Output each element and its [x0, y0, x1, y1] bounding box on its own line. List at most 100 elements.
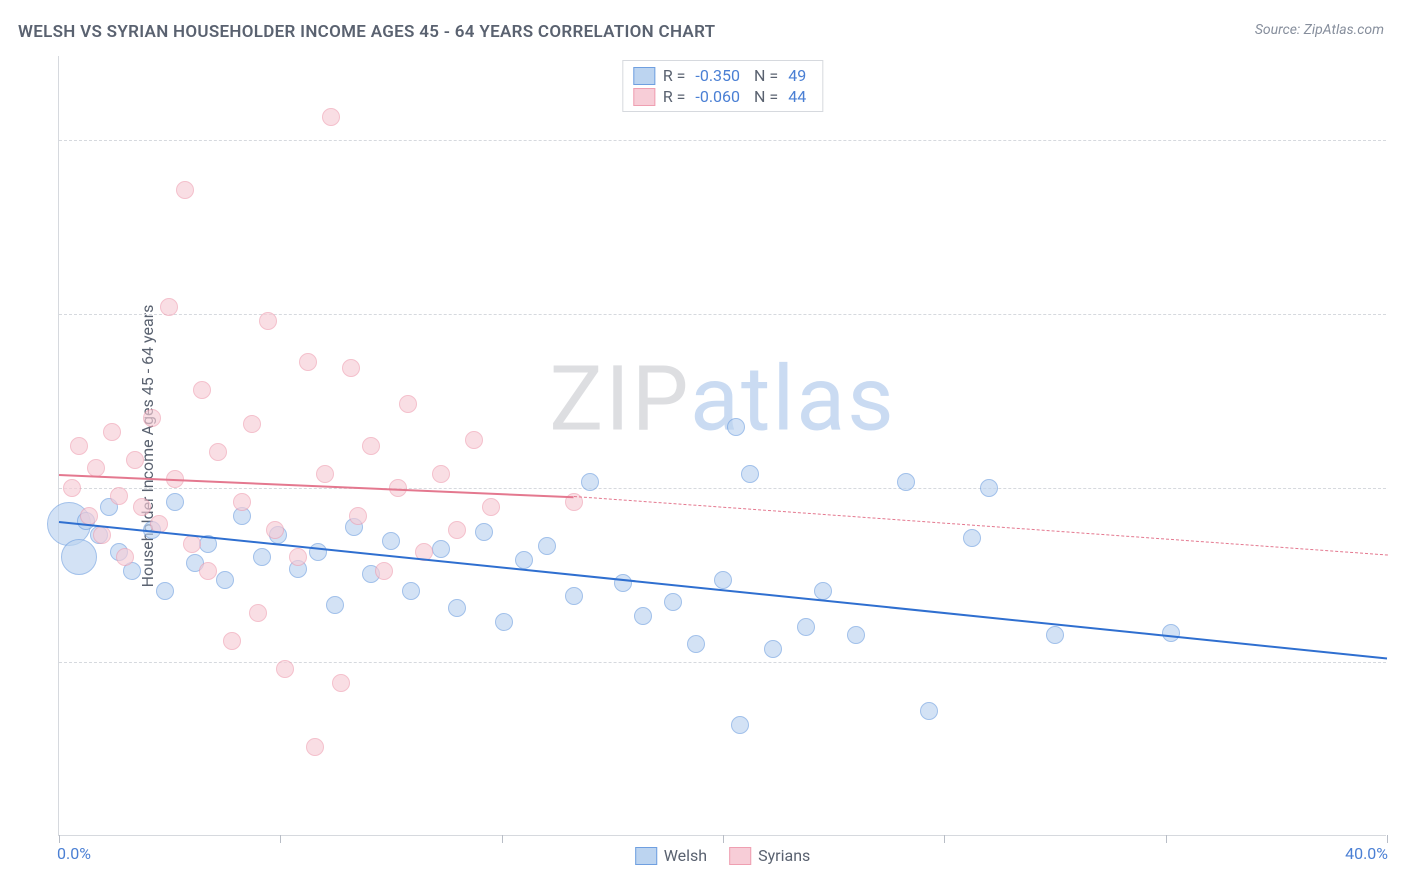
x-tick — [1166, 835, 1167, 843]
scatter-point — [482, 498, 500, 516]
scatter-point — [382, 532, 400, 550]
scatter-point — [116, 548, 134, 566]
scatter-point — [980, 479, 998, 497]
scatter-point — [309, 543, 327, 561]
legend-n-value-syrians: 44 — [788, 87, 806, 106]
legend-item-welsh: Welsh — [635, 846, 707, 865]
scatter-point — [266, 521, 284, 539]
legend-item-syrians: Syrians — [729, 846, 810, 865]
x-tick — [1387, 835, 1388, 843]
scatter-point — [176, 181, 194, 199]
scatter-point — [316, 465, 334, 483]
chart-container: WELSH VS SYRIAN HOUSEHOLDER INCOME AGES … — [0, 0, 1406, 892]
x-tick — [723, 835, 724, 843]
gridline-h — [59, 314, 1386, 315]
y-tick-label: $250,000 — [1398, 130, 1406, 149]
scatter-point — [249, 604, 267, 622]
scatter-point — [565, 587, 583, 605]
legend-swatch-welsh — [633, 67, 655, 85]
scatter-point — [133, 498, 151, 516]
scatter-point — [714, 571, 732, 589]
scatter-point — [432, 465, 450, 483]
legend-swatch-welsh-icon — [635, 847, 657, 865]
scatter-point — [362, 437, 380, 455]
scatter-point — [920, 702, 938, 720]
legend-n-value-welsh: 49 — [788, 66, 806, 85]
scatter-point — [375, 562, 393, 580]
scatter-point — [814, 582, 832, 600]
scatter-point — [110, 487, 128, 505]
scatter-point — [63, 479, 81, 497]
watermark-part2: atlas — [690, 346, 896, 451]
scatter-point — [326, 596, 344, 614]
gridline-h — [59, 488, 1386, 489]
scatter-point — [448, 599, 466, 617]
regression-line — [574, 496, 1387, 555]
scatter-point — [687, 635, 705, 653]
watermark-part1: ZIP — [549, 346, 690, 451]
x-tick — [280, 835, 281, 843]
scatter-point — [143, 409, 161, 427]
legend-series: Welsh Syrians — [635, 846, 811, 865]
y-tick-label: $125,000 — [1398, 478, 1406, 497]
x-axis-min: 0.0% — [57, 844, 91, 863]
legend-label-syrians: Syrians — [758, 846, 810, 865]
scatter-point — [764, 640, 782, 658]
scatter-point — [193, 381, 211, 399]
scatter-point — [166, 493, 184, 511]
scatter-point — [342, 359, 360, 377]
scatter-point — [209, 443, 227, 461]
scatter-point — [402, 582, 420, 600]
scatter-point — [126, 451, 144, 469]
scatter-point — [465, 431, 483, 449]
scatter-point — [731, 716, 749, 734]
scatter-point — [233, 493, 251, 511]
scatter-point — [634, 607, 652, 625]
legend-r-label: R = — [663, 66, 686, 85]
scatter-point — [897, 473, 915, 491]
x-axis-max: 40.0% — [1345, 844, 1388, 863]
gridline-h — [59, 140, 1386, 141]
scatter-point — [103, 423, 121, 441]
legend-r-value-welsh: -0.350 — [695, 66, 740, 85]
scatter-point — [306, 738, 324, 756]
y-tick-label: $187,500 — [1398, 304, 1406, 323]
x-tick — [502, 835, 503, 843]
scatter-point — [727, 418, 745, 436]
scatter-point — [299, 353, 317, 371]
scatter-point — [475, 523, 493, 541]
scatter-point — [581, 473, 599, 491]
legend-correlation: R = -0.350 N = 49 R = -0.060 N = 44 — [622, 60, 823, 112]
scatter-point — [61, 539, 97, 575]
scatter-point — [332, 674, 350, 692]
scatter-point — [432, 540, 450, 558]
gridline-h — [59, 662, 1386, 663]
scatter-point — [253, 548, 271, 566]
x-tick — [944, 835, 945, 843]
scatter-point — [963, 529, 981, 547]
scatter-point — [741, 465, 759, 483]
legend-r-label: R = — [663, 87, 686, 106]
scatter-point — [289, 548, 307, 566]
watermark: ZIPatlas — [549, 346, 895, 451]
scatter-point — [614, 574, 632, 592]
legend-swatch-syrians-icon — [729, 847, 751, 865]
scatter-point — [1046, 626, 1064, 644]
scatter-point — [797, 618, 815, 636]
scatter-point — [70, 437, 88, 455]
scatter-point — [223, 632, 241, 650]
scatter-point — [322, 108, 340, 126]
scatter-point — [495, 613, 513, 631]
scatter-point — [243, 415, 261, 433]
scatter-point — [160, 298, 178, 316]
legend-label-welsh: Welsh — [664, 846, 707, 865]
y-tick-label: $62,500 — [1398, 652, 1406, 671]
scatter-point — [93, 526, 111, 544]
legend-row-syrians: R = -0.060 N = 44 — [633, 86, 812, 107]
scatter-point — [664, 593, 682, 611]
regression-line — [59, 521, 1387, 659]
scatter-point — [276, 660, 294, 678]
legend-r-value-syrians: -0.060 — [695, 87, 740, 106]
legend-row-welsh: R = -0.350 N = 49 — [633, 65, 812, 86]
scatter-point — [515, 551, 533, 569]
